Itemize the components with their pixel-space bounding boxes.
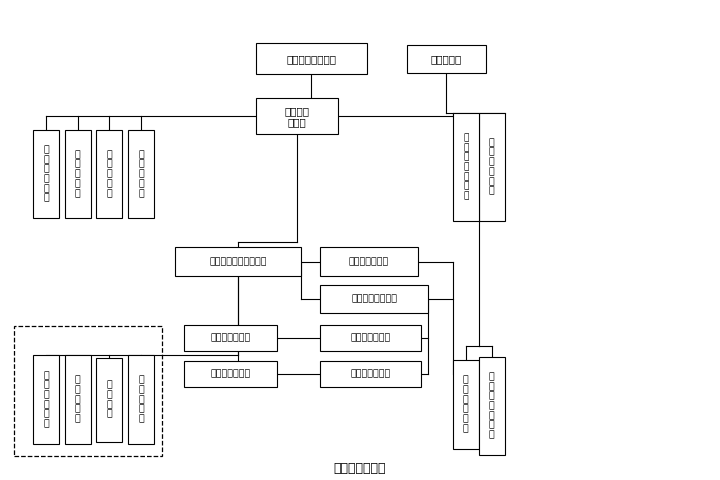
Text: 大政翼賛会道府県支部: 大政翼賛会道府県支部	[210, 257, 266, 266]
Text: 地方文化機構図: 地方文化機構図	[334, 462, 386, 475]
Bar	[320, 361, 421, 387]
Bar	[320, 325, 421, 351]
Text: 地　方　官　庁: 地 方 官 庁	[349, 257, 389, 266]
Text: 道府県文化委員会: 道府県文化委員会	[351, 295, 397, 303]
Text: 職
域
文
化
団
体: 職 域 文 化 団 体	[463, 376, 469, 433]
Text: 関係諸官庁: 関係諸官庁	[431, 54, 462, 64]
Bar	[256, 98, 338, 134]
Text: 地方文化
委員会: 地方文化 委員会	[284, 106, 310, 127]
Text: 大政翼賛会文化部: 大政翼賛会文化部	[287, 54, 336, 64]
Bar	[453, 113, 479, 221]
Text: 町村生活共同体: 町村生活共同体	[210, 370, 251, 379]
Bar	[33, 355, 59, 444]
Text: 産
業
報
国
会: 産 業 報 国 会	[138, 150, 144, 198]
Text: 壮
青
少
年
団: 壮 青 少 年 団	[75, 376, 81, 423]
Bar	[184, 361, 277, 387]
Bar	[175, 247, 301, 276]
Text: 郡市文化委員会: 郡市文化委員会	[351, 334, 391, 343]
Bar	[453, 360, 479, 449]
Text: 産
業
中
央
会: 産 業 中 央 会	[107, 150, 112, 198]
Text: 産
業
組
合: 産 業 組 合	[107, 381, 112, 419]
Bar	[479, 113, 505, 221]
Bar	[96, 358, 122, 442]
Bar	[407, 45, 486, 73]
Bar	[128, 130, 154, 218]
Text: 産
業
報
国
会: 産 業 報 国 会	[138, 376, 144, 423]
Text: 郡市生活共同体: 郡市生活共同体	[210, 334, 251, 343]
Bar	[320, 247, 418, 276]
Bar	[128, 355, 154, 444]
Bar	[479, 357, 505, 455]
Bar	[184, 325, 277, 351]
Text: 壮
青
少
年
団: 壮 青 少 年 団	[75, 150, 81, 198]
Bar	[65, 355, 91, 444]
Bar	[65, 130, 91, 218]
Bar	[96, 130, 122, 218]
Text: 地
方
文
化
団
体: 地 方 文 化 団 体	[489, 138, 495, 195]
Text: 町村文化委員会: 町村文化委員会	[351, 370, 391, 379]
Bar	[256, 43, 367, 74]
Bar	[33, 130, 59, 218]
Bar	[14, 326, 162, 456]
Bar	[320, 285, 428, 313]
Text: 小
地
域
文
化
団
体: 小 地 域 文 化 団 体	[489, 372, 495, 440]
Text: 連
盟
（
県
単
位
）: 連 盟 （ 県 単 位 ）	[463, 133, 469, 201]
Text: そ
の
他
の
団
体: そ の 他 の 団 体	[43, 145, 49, 203]
Text: そ
の
他
の
団
体: そ の 他 の 団 体	[43, 371, 49, 428]
